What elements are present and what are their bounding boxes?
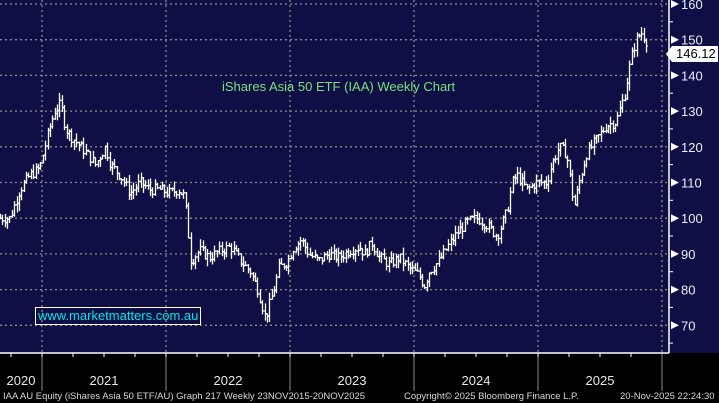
footer-timestamp: 20-Nov-2025 22:24:30 — [620, 391, 715, 402]
y-tick-label: 70 — [681, 318, 695, 333]
y-tick-arrow — [671, 0, 679, 8]
y-tick-label: 160 — [681, 0, 703, 12]
y-tick-label: 140 — [681, 68, 703, 83]
footer: IAA AU Equity (iShares Asia 50 ETF/AU) G… — [0, 391, 719, 403]
chart-title: iShares Asia 50 ETF (IAA) Weekly Chart — [222, 79, 456, 94]
y-tick-label: 80 — [681, 283, 695, 298]
y-tick-arrow — [671, 107, 679, 116]
y-tick-label: 110 — [681, 176, 702, 191]
y-tick-label: 130 — [681, 104, 703, 119]
y-tick-arrow — [671, 285, 679, 294]
y-tick-label: 120 — [681, 140, 703, 155]
footer-copyright: Copyright© 2025 Bloomberg Finance L.P. — [404, 391, 579, 402]
y-tick-arrow — [671, 214, 679, 223]
y-tick-label: 100 — [681, 211, 703, 226]
y-tick-arrow — [671, 71, 679, 80]
y-tick-label: 90 — [681, 247, 695, 262]
x-tick-label: 2025 — [586, 373, 615, 388]
y-tick-arrow — [671, 249, 679, 258]
x-tick-label: 2023 — [338, 373, 367, 388]
y-tick-arrow — [671, 321, 679, 330]
y-tick-arrow — [671, 35, 679, 44]
watermark-link[interactable]: www.marketmatters.com.au — [35, 307, 202, 325]
x-tick-label: 2021 — [90, 373, 119, 388]
y-tick-arrow — [671, 142, 679, 151]
price-chart-svg: 160 150 140 130 120 110 100 90 80 70 2020 2021 2022 2… — [0, 0, 703, 391]
footer-security-info: IAA AU Equity (iShares Asia 50 ETF/AU) G… — [3, 391, 366, 402]
y-tick-label: 150 — [681, 33, 703, 48]
y-tick-arrow — [671, 178, 679, 187]
x-tick-label: 2022 — [214, 373, 243, 388]
x-tick-label: 2020 — [7, 373, 36, 388]
x-tick-label: 2024 — [462, 373, 491, 388]
last-price-label: 146.12 — [666, 46, 718, 62]
